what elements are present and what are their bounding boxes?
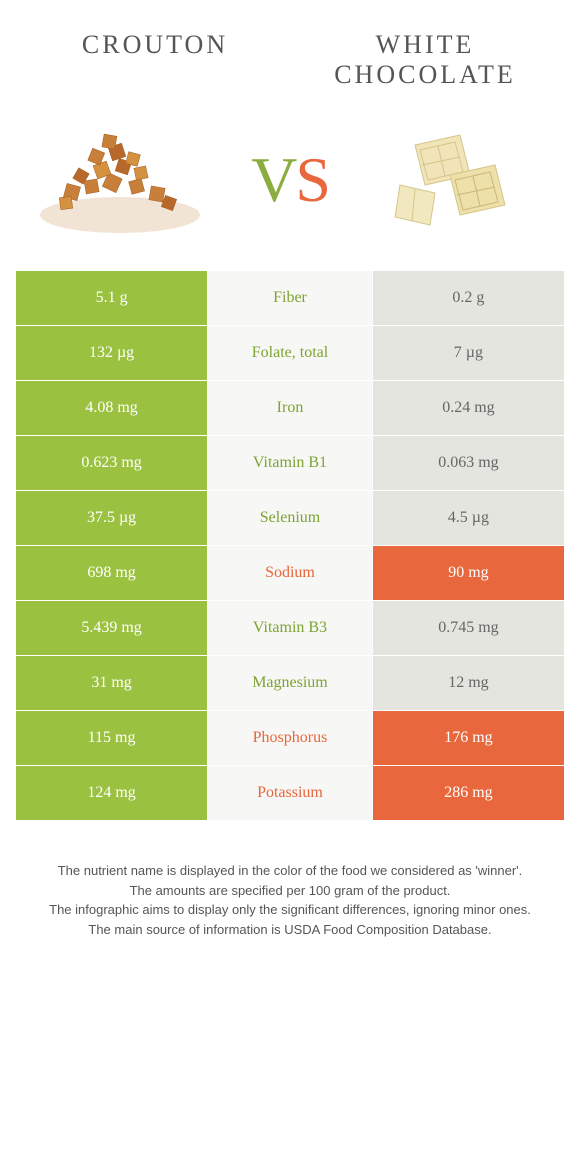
left-food-title: CROUTON [45, 30, 265, 60]
table-row: 124 mgPotassium286 mg [16, 766, 565, 821]
footer-line: The main source of information is USDA F… [35, 920, 545, 940]
crouton-image [35, 120, 205, 240]
right-food-title: WHITE CHOCOLATE [315, 30, 535, 90]
right-value-cell: 4.5 µg [372, 491, 564, 546]
images-row: VS [15, 110, 565, 270]
nutrient-name-cell: Vitamin B3 [208, 601, 373, 656]
left-value-cell: 124 mg [16, 766, 208, 821]
right-value-cell: 286 mg [372, 766, 564, 821]
left-value-cell: 4.08 mg [16, 381, 208, 436]
nutrient-name-cell: Vitamin B1 [208, 436, 373, 491]
nutrient-name-cell: Potassium [208, 766, 373, 821]
left-value-cell: 5.439 mg [16, 601, 208, 656]
left-value-cell: 37.5 µg [16, 491, 208, 546]
vs-s-letter: S [295, 144, 329, 215]
nutrient-name-cell: Magnesium [208, 656, 373, 711]
left-value-cell: 698 mg [16, 546, 208, 601]
footer-line: The infographic aims to display only the… [35, 900, 545, 920]
table-row: 37.5 µgSelenium4.5 µg [16, 491, 565, 546]
table-row: 132 µgFolate, total7 µg [16, 326, 565, 381]
right-value-cell: 0.745 mg [372, 601, 564, 656]
footer-notes: The nutrient name is displayed in the co… [15, 861, 565, 939]
header: CROUTON WHITE CHOCOLATE [15, 20, 565, 110]
left-value-cell: 5.1 g [16, 271, 208, 326]
right-value-cell: 90 mg [372, 546, 564, 601]
vs-badge: VS [251, 143, 329, 217]
left-value-cell: 0.623 mg [16, 436, 208, 491]
left-value-cell: 132 µg [16, 326, 208, 381]
right-value-cell: 0.063 mg [372, 436, 564, 491]
crouton-icon [35, 125, 205, 235]
right-value-cell: 7 µg [372, 326, 564, 381]
table-row: 5.1 gFiber0.2 g [16, 271, 565, 326]
nutrient-name-cell: Selenium [208, 491, 373, 546]
table-row: 31 mgMagnesium12 mg [16, 656, 565, 711]
table-row: 4.08 mgIron0.24 mg [16, 381, 565, 436]
nutrient-name-cell: Fiber [208, 271, 373, 326]
table-row: 0.623 mgVitamin B10.063 mg [16, 436, 565, 491]
nutrient-name-cell: Iron [208, 381, 373, 436]
right-value-cell: 0.2 g [372, 271, 564, 326]
left-value-cell: 31 mg [16, 656, 208, 711]
left-value-cell: 115 mg [16, 711, 208, 766]
white-chocolate-image [375, 120, 545, 240]
nutrient-name-cell: Phosphorus [208, 711, 373, 766]
table-row: 5.439 mgVitamin B30.745 mg [16, 601, 565, 656]
right-value-cell: 12 mg [372, 656, 564, 711]
table-row: 698 mgSodium90 mg [16, 546, 565, 601]
vs-v-letter: V [251, 144, 295, 215]
white-chocolate-icon [385, 120, 535, 240]
footer-line: The amounts are specified per 100 gram o… [35, 881, 545, 901]
table-row: 115 mgPhosphorus176 mg [16, 711, 565, 766]
right-value-cell: 0.24 mg [372, 381, 564, 436]
nutrient-name-cell: Sodium [208, 546, 373, 601]
comparison-table: 5.1 gFiber0.2 g132 µgFolate, total7 µg4.… [15, 270, 565, 821]
right-value-cell: 176 mg [372, 711, 564, 766]
footer-line: The nutrient name is displayed in the co… [35, 861, 545, 881]
nutrient-name-cell: Folate, total [208, 326, 373, 381]
